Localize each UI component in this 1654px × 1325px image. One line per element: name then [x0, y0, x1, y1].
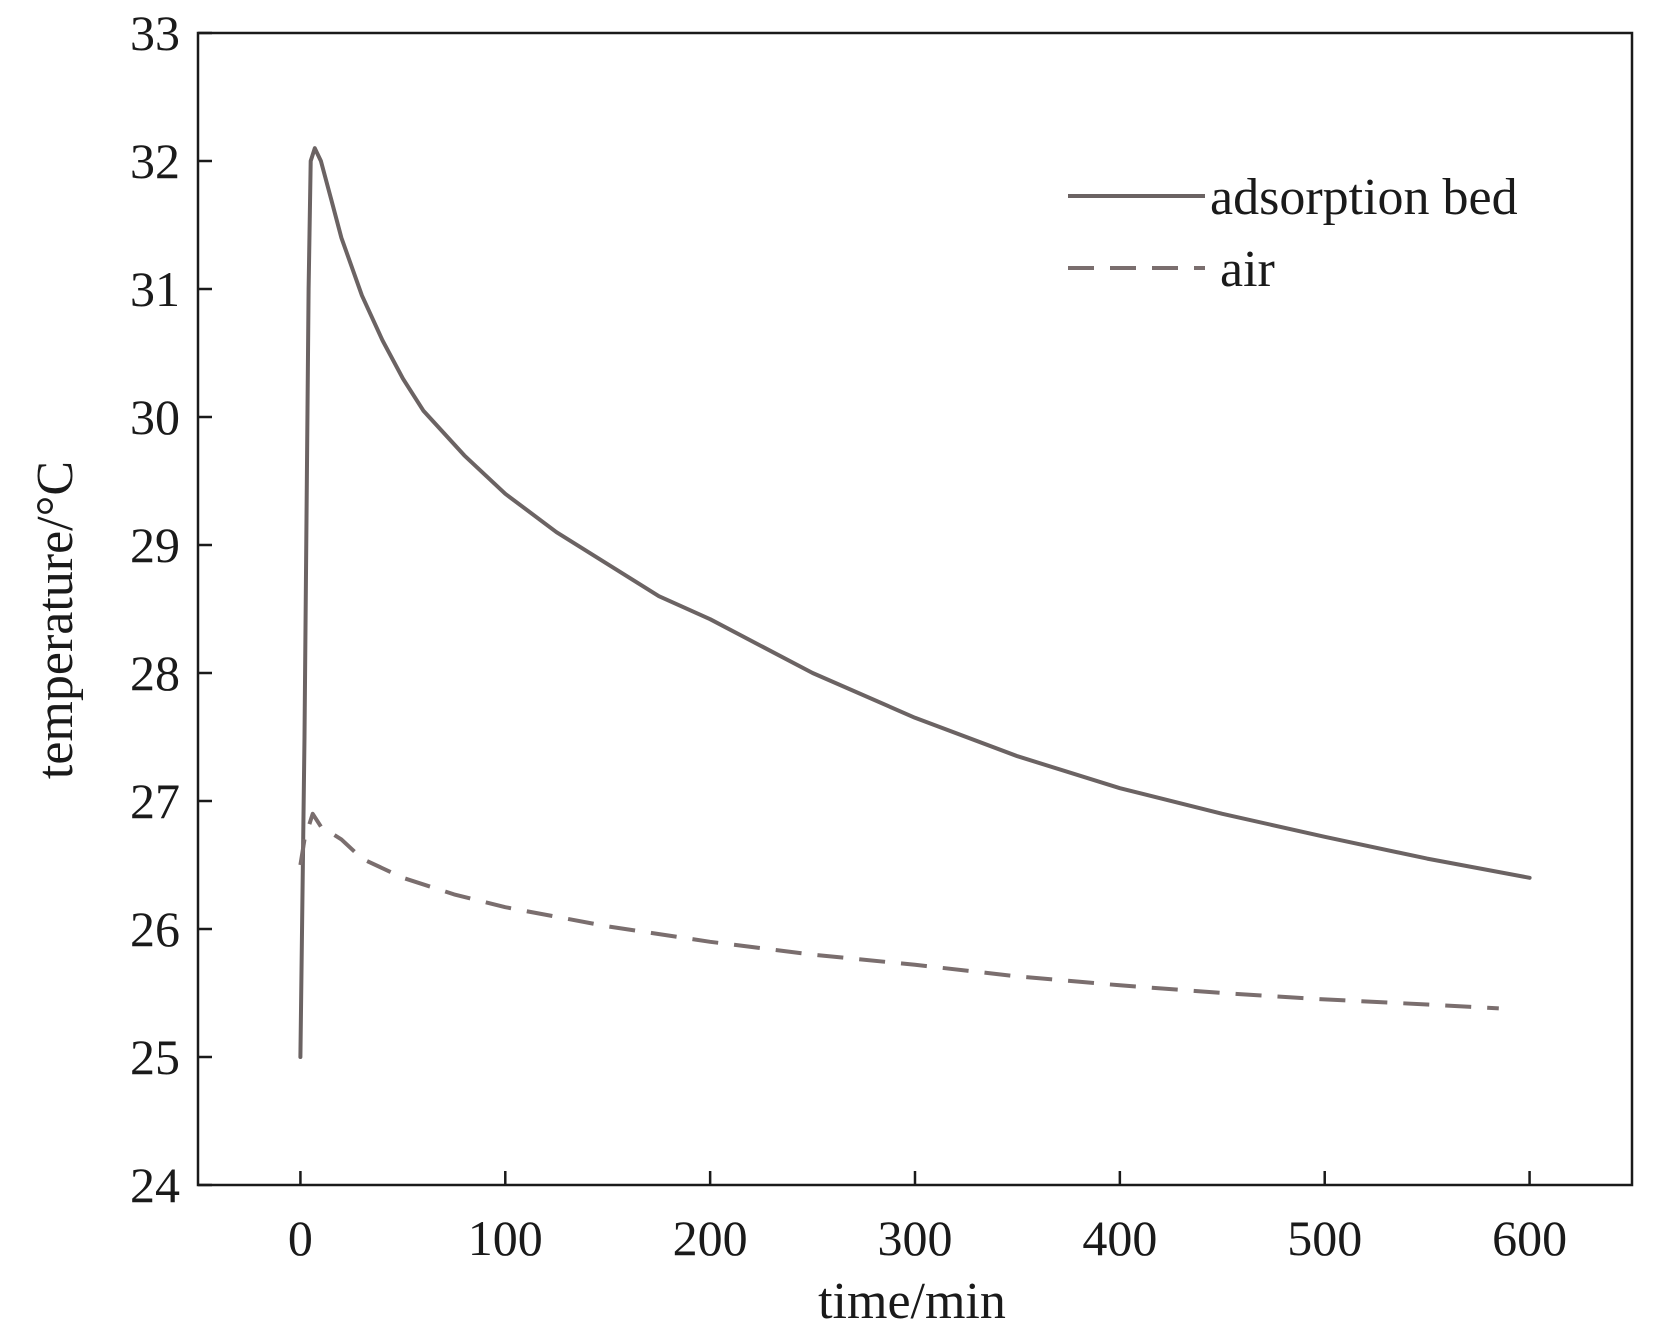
y-axis-title: temperature/°C	[27, 461, 84, 779]
legend-label-adsorption-bed: adsorption bed	[1210, 169, 1518, 226]
y-tick-label: 32	[130, 133, 180, 189]
x-tick-label: 500	[1287, 1210, 1362, 1266]
y-tick-label: 31	[130, 261, 180, 317]
series-line-adsorption-bed	[298, 146, 1532, 1059]
series-line-air	[298, 811, 1499, 1011]
y-tick-label: 25	[130, 1029, 180, 1085]
x-tick-label: 400	[1082, 1210, 1157, 1266]
series-layer	[298, 146, 1532, 1059]
y-tick-label: 29	[130, 517, 180, 573]
y-tick-label: 33	[130, 5, 180, 61]
legend-label-air: air	[1220, 241, 1275, 298]
y-tick-label: 28	[130, 645, 180, 701]
y-axis: 24 25 26 27 28 29 30 31 32 33	[130, 5, 212, 1213]
legend: adsorption bed air	[1068, 169, 1518, 298]
x-tick-label: 200	[673, 1210, 748, 1266]
x-tick-label: 0	[288, 1210, 313, 1266]
x-tick-label: 100	[468, 1210, 543, 1266]
y-tick-label: 24	[130, 1157, 180, 1213]
y-tick-label: 30	[130, 389, 180, 445]
x-tick-label: 600	[1492, 1210, 1567, 1266]
x-axis-title: time/min	[818, 1273, 1006, 1325]
y-tick-label: 27	[130, 773, 180, 829]
y-tick-label: 26	[130, 901, 180, 957]
x-tick-label: 300	[878, 1210, 953, 1266]
x-axis: 0 100 200 300 400 500 600	[288, 1171, 1567, 1266]
